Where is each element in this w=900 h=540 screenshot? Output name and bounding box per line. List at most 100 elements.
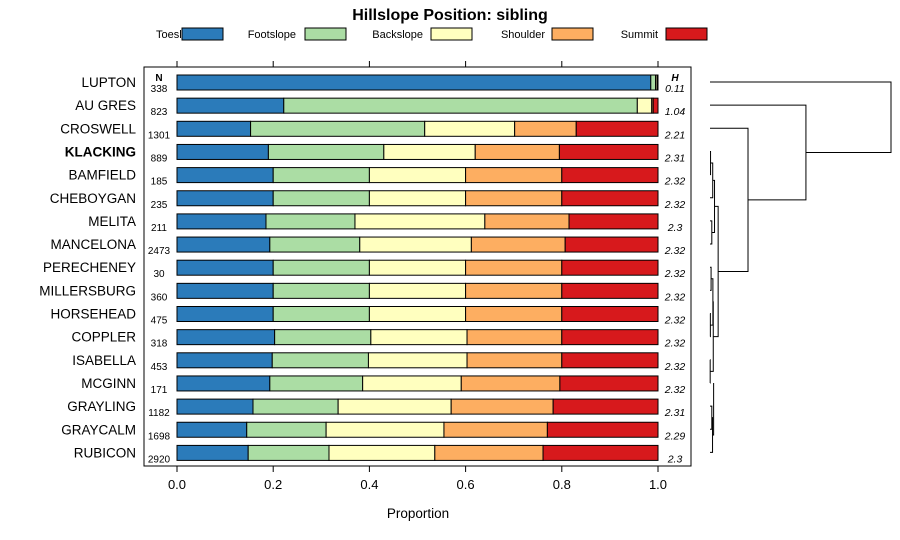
bar-backslope <box>424 120 516 137</box>
category-label: MILLERSBURG <box>39 283 136 298</box>
bar-shoulder <box>484 213 570 230</box>
category-label: HORSEHEAD <box>50 307 136 322</box>
bar-summit <box>564 236 659 253</box>
bar-backslope <box>383 143 476 160</box>
n-value: 475 <box>151 316 168 327</box>
row-melita: MELITA 211 2.3 <box>88 213 682 234</box>
legend-label-shoulder: Shoulder <box>501 29 545 41</box>
bar-backslope <box>359 236 472 253</box>
bar-shoulder <box>443 421 548 438</box>
bar-summit <box>575 120 659 137</box>
n-value: 185 <box>151 177 168 188</box>
n-value: 1301 <box>148 130 171 141</box>
row-klacking: KLACKING 889 2.31 <box>65 143 685 164</box>
bar-backslope <box>354 213 486 230</box>
bar-shoulder <box>460 375 561 392</box>
legend-label-summit: Summit <box>621 29 658 41</box>
bar-footslope <box>272 167 370 184</box>
category-label: GRAYCALM <box>61 422 136 437</box>
bar-toeslope <box>176 167 274 184</box>
h-value: 0.11 <box>665 83 685 95</box>
bar-toeslope <box>176 421 248 438</box>
h-value: 2.32 <box>664 176 686 188</box>
row-perecheney: PERECHENEY 30 2.32 <box>43 259 685 280</box>
bar-backslope <box>368 306 467 322</box>
legend: Toeslope Footslope Backslope Shoulder Summit <box>156 27 708 41</box>
h-value: 2.31 <box>664 407 685 419</box>
n-value: 211 <box>151 223 167 234</box>
x-tick-label: 1.0 <box>649 477 667 492</box>
category-label: AU GRES <box>75 98 136 113</box>
bar-toeslope <box>176 375 271 392</box>
bar-backslope <box>328 444 436 461</box>
bar-backslope <box>337 398 452 415</box>
bar-footslope <box>250 120 426 137</box>
h-value: 2.3 <box>667 453 683 465</box>
n-value: 1698 <box>148 431 171 442</box>
bar-summit <box>552 398 659 415</box>
h-value: 2.32 <box>664 384 686 396</box>
dendrogram-branch <box>710 104 807 201</box>
bar-footslope <box>252 398 339 415</box>
bar-footslope <box>271 352 369 369</box>
n-value: 823 <box>151 107 168 118</box>
dendrogram-branch <box>710 150 712 176</box>
bar-summit <box>561 306 659 322</box>
bar-toeslope <box>176 120 252 137</box>
legend-swatch-backslope <box>430 27 473 41</box>
x-tick-label: 0.8 <box>553 477 571 492</box>
category-label: MANCELONA <box>50 237 136 252</box>
row-lupton: LUPTON 338 0.11 <box>81 74 685 95</box>
n-value: 318 <box>151 339 168 350</box>
bar-footslope <box>269 375 364 392</box>
dendrogram-branch <box>710 405 713 430</box>
n-value: 2473 <box>148 246 171 257</box>
h-value: 2.21 <box>664 129 685 141</box>
bar-footslope <box>272 306 370 322</box>
row-bamfield: BAMFIELD 185 2.32 <box>68 167 686 188</box>
bar-summit <box>561 282 659 299</box>
plot-frame <box>143 66 692 467</box>
bar-toeslope <box>176 97 285 114</box>
bar-backslope <box>370 329 468 346</box>
n-value: 2920 <box>148 454 171 465</box>
category-label: CHEBOYGAN <box>50 191 136 206</box>
legend-swatch-toeslope <box>181 27 224 41</box>
bar-backslope <box>368 167 467 184</box>
category-label: MCGINN <box>81 376 136 391</box>
chart-title: Hillslope Position: sibling <box>352 7 548 24</box>
legend-label-footslope: Footslope <box>248 29 296 41</box>
bar-toeslope <box>176 352 273 369</box>
bar-footslope <box>247 444 330 461</box>
bar-summit <box>559 375 659 392</box>
n-header: N <box>155 73 162 84</box>
bar-footslope <box>265 213 356 230</box>
bar-summit <box>568 213 659 230</box>
row-coppler: COPPLER 318 2.32 <box>71 329 685 350</box>
row-millersburg: MILLERSBURG 360 2.32 <box>39 282 685 303</box>
x-tick-label: 0.4 <box>360 477 378 492</box>
h-value: 2.32 <box>664 245 686 257</box>
bar-shoulder <box>474 143 560 160</box>
bar-rows: LUPTON 338 0.11 AU GRES 823 1.04 CROSWELL 1301 2… <box>39 74 686 465</box>
category-label: MELITA <box>88 214 136 229</box>
bar-summit <box>561 329 659 346</box>
legend-swatch-footslope <box>304 27 347 41</box>
bar-footslope <box>269 236 361 253</box>
h-value: 2.31 <box>664 152 685 164</box>
bar-backslope <box>362 375 462 392</box>
bar-summit <box>546 421 659 438</box>
row-grayling: GRAYLING 1182 2.31 <box>67 398 685 419</box>
row-cheboygan: CHEBOYGAN 235 2.32 <box>50 190 685 211</box>
row-mcginn: MCGINN 171 2.32 <box>81 375 686 396</box>
n-value: 889 <box>151 153 168 164</box>
bar-backslope <box>368 259 467 276</box>
row-graycalm: GRAYCALM 1698 2.29 <box>61 421 685 442</box>
bar-backslope <box>367 352 468 369</box>
x-tick-label: 0.2 <box>264 477 282 492</box>
bar-footslope <box>272 282 370 299</box>
row-isabella: ISABELLA 453 2.32 <box>72 352 685 373</box>
legend-swatch-summit <box>665 27 708 41</box>
bar-shoulder <box>450 398 554 415</box>
